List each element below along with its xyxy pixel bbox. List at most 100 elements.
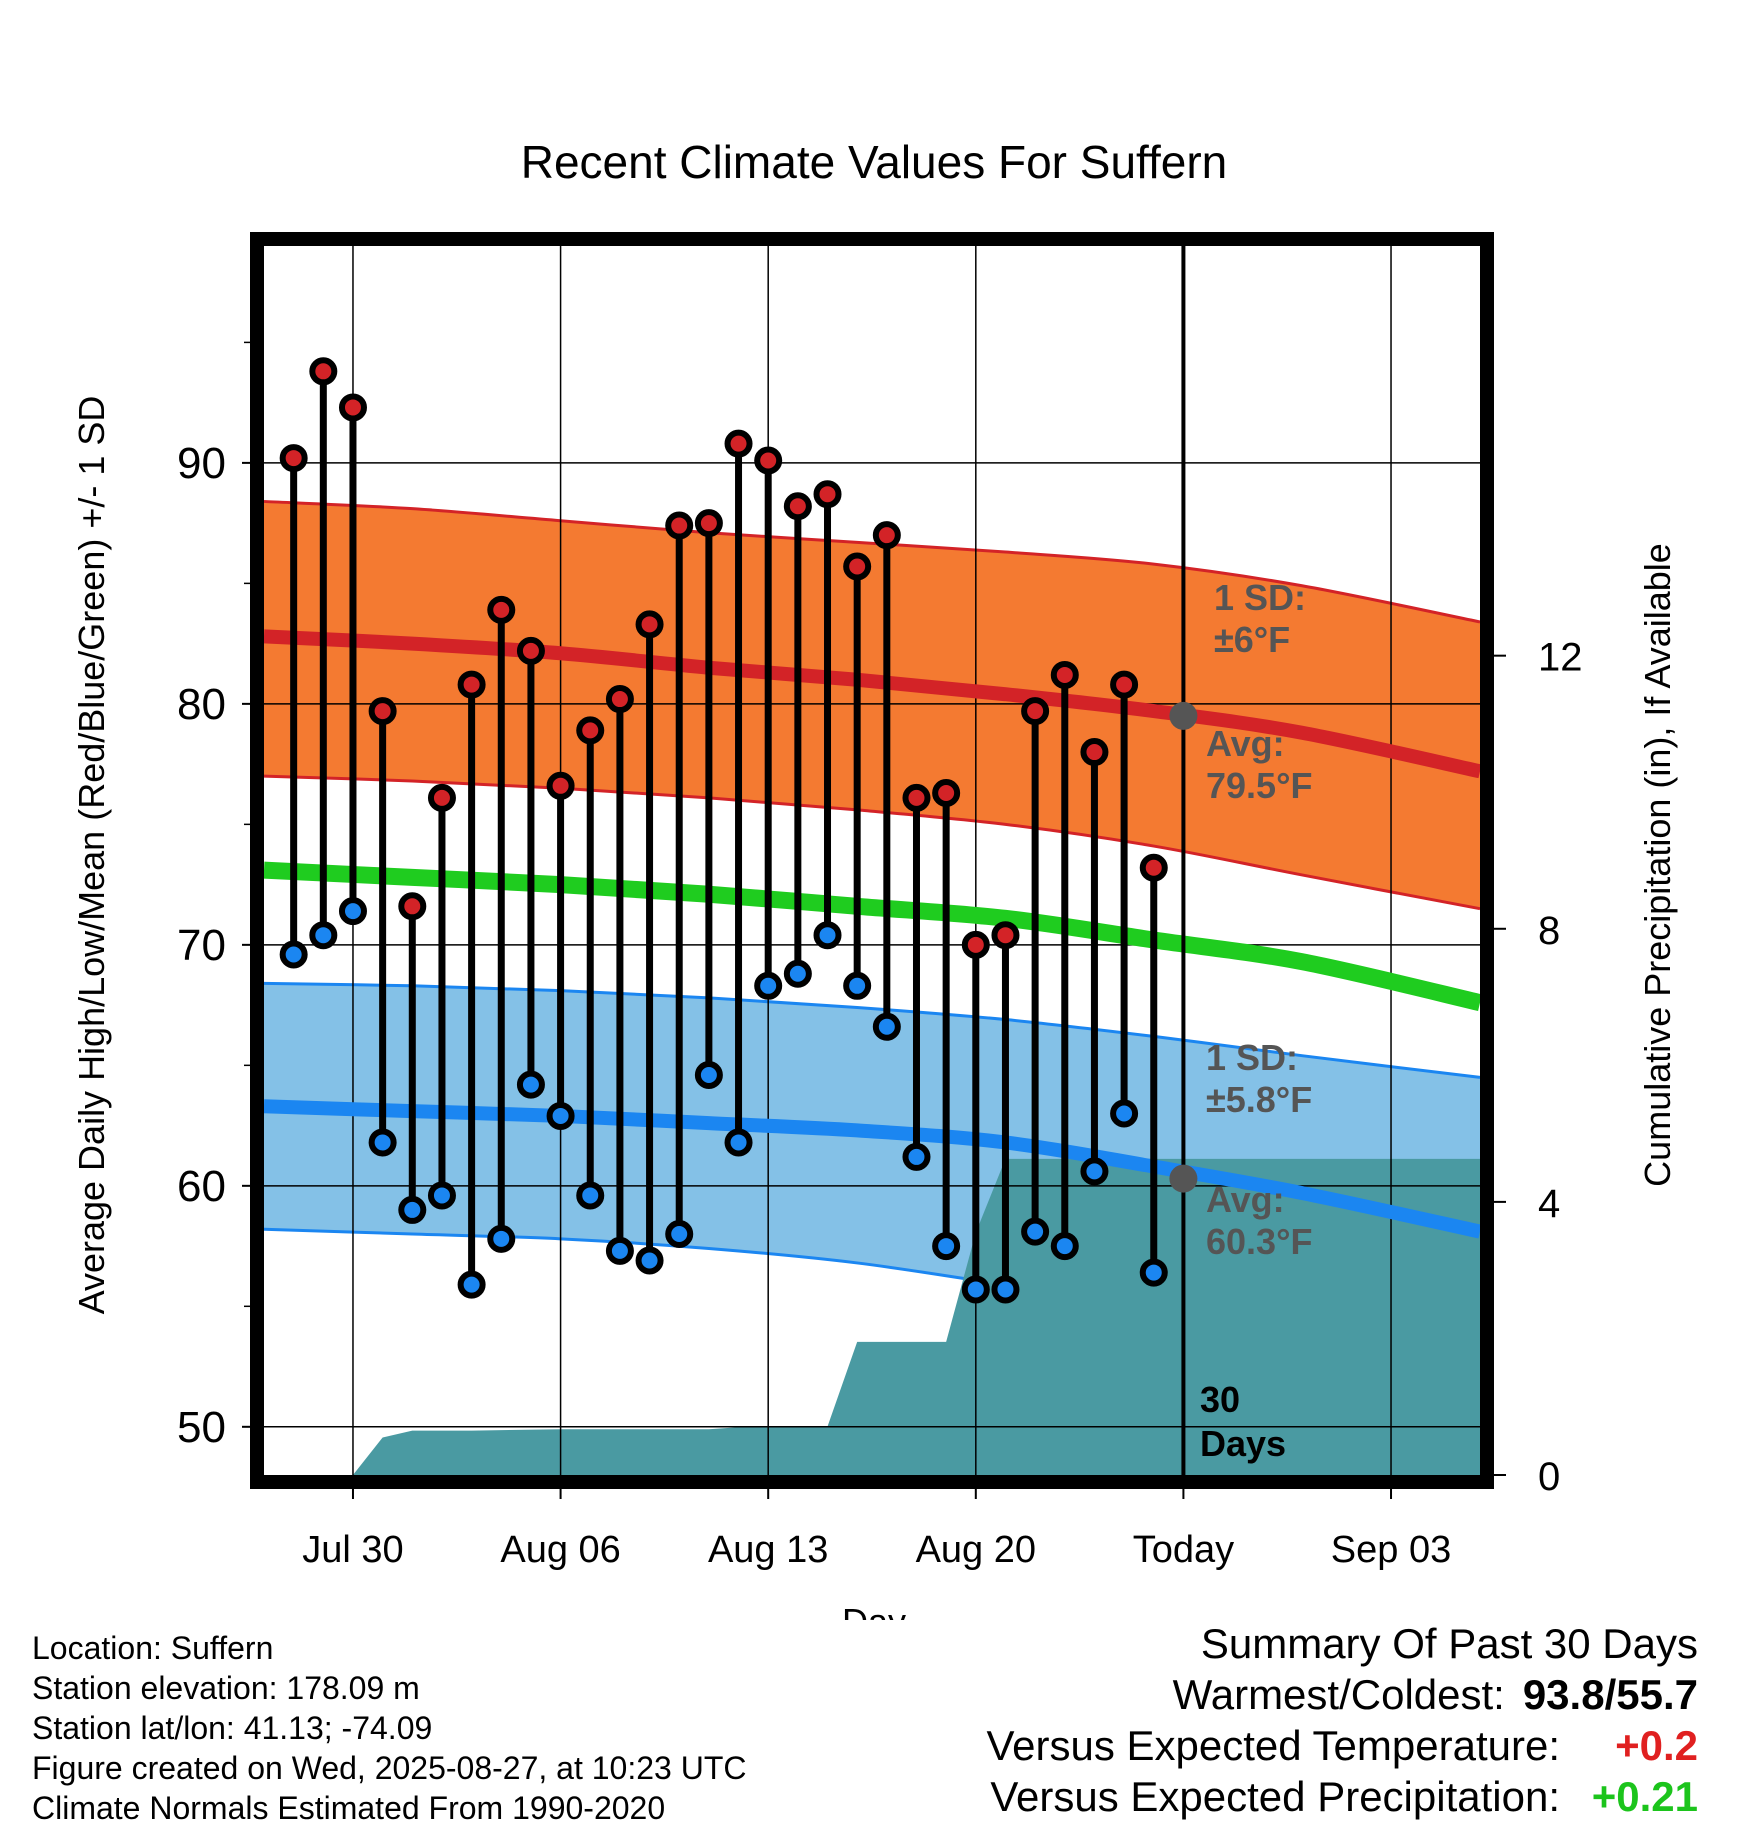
temperature-row: Versus Expected Temperature: +0.2	[986, 1720, 1698, 1771]
low-point	[635, 1246, 664, 1275]
axis-ticks: 50 60 70 80 90 0 4 8 12 Jul 30 Aug 06 Aug 13 Aug 20 T…	[177, 341, 1583, 1571]
created-text: Figure created on Wed, 2025-08-27, at 10…	[32, 1750, 747, 1786]
x-tick-label: Aug 13	[708, 1529, 828, 1571]
low-point	[605, 1236, 634, 1265]
high-point	[902, 783, 931, 812]
high-point	[961, 930, 990, 959]
latlon-text: Station lat/lon: 41.13; -74.09	[32, 1710, 433, 1746]
y-tick-label: 70	[177, 921, 226, 970]
high-point	[605, 685, 634, 714]
x-tick-label: Today	[1133, 1529, 1234, 1571]
low-point	[783, 959, 812, 988]
high-point	[1139, 853, 1168, 882]
x-tick-label: Aug 20	[916, 1529, 1036, 1571]
climate-chart: Recent Climate Values For Suffern 50 60 70…	[71, 136, 1678, 1620]
summary-panel: Summary Of Past 30 Days Warmest/Coldest:…	[986, 1618, 1698, 1822]
low-point	[457, 1270, 486, 1299]
daily-dots	[279, 357, 1198, 1304]
low-point	[902, 1142, 931, 1171]
low-avg-line	[263, 1099, 1482, 1239]
today-high-point	[1169, 701, 1198, 730]
y2-tick-label: 12	[1538, 636, 1583, 680]
low-point	[368, 1128, 397, 1157]
y-tick-label: 80	[177, 680, 226, 729]
high-point	[872, 521, 901, 550]
warmest-coldest-value: 93.8/55.7	[1522, 1671, 1698, 1718]
precip-area	[352, 1158, 1481, 1475]
low-point	[576, 1181, 605, 1210]
high-point	[516, 636, 545, 665]
low-point	[1050, 1232, 1079, 1261]
y-axis-label: Average Daily High/Low/Mean (Red/Blue/Gr…	[71, 396, 112, 1315]
y2-tick-label: 4	[1538, 1182, 1560, 1226]
temperature-value: +0.2	[1615, 1722, 1698, 1769]
plot-frame	[250, 232, 1494, 1489]
low-point	[813, 921, 842, 950]
high-point	[398, 892, 427, 921]
low-avg-value: 60.3°F	[1206, 1221, 1312, 1262]
high-point	[546, 771, 575, 800]
mean-line	[263, 861, 1482, 1011]
high-point	[279, 444, 308, 473]
summary-title: Summary Of Past 30 Days	[1200, 1620, 1698, 1667]
high-point	[1110, 670, 1139, 699]
high-sd-label: 1 SD:	[1214, 577, 1306, 618]
high-point	[843, 552, 872, 581]
high-point	[635, 610, 664, 639]
y-tick-label: 90	[177, 439, 226, 488]
high-point	[991, 921, 1020, 950]
high-point	[1080, 738, 1109, 767]
high-avg-label: Avg:	[1206, 723, 1285, 764]
high-point	[724, 429, 753, 458]
low-point	[1139, 1258, 1168, 1287]
high-point	[783, 492, 812, 521]
high-point	[1050, 660, 1079, 689]
low-point	[754, 971, 783, 1000]
high-point	[813, 480, 842, 509]
low-point	[1110, 1099, 1139, 1128]
window-number: 30	[1200, 1379, 1240, 1420]
annotations: 1 SD: ±6°F Avg: 79.5°F 1 SD: ±5.8°F Avg:…	[1200, 577, 1312, 1464]
high-point	[665, 511, 694, 540]
high-point	[576, 716, 605, 745]
x-tick-label: Aug 06	[500, 1529, 620, 1571]
high-point	[338, 393, 367, 422]
low-point	[872, 1012, 901, 1041]
high-point	[1021, 697, 1050, 726]
high-point	[487, 595, 516, 624]
y2-tick-label: 0	[1538, 1455, 1560, 1499]
low-point	[309, 921, 338, 950]
warmest-coldest-label: Warmest/Coldest:	[1172, 1671, 1505, 1718]
y2-axis-label: Cumulative Precipitation (in), If Availa…	[1637, 543, 1678, 1187]
low-point	[338, 897, 367, 926]
today-low-point	[1169, 1164, 1198, 1193]
precipitation-label: Versus Expected Precipitation:	[990, 1773, 1560, 1820]
low-point	[724, 1128, 753, 1157]
x-tick-label: Sep 03	[1331, 1529, 1451, 1571]
temperature-label: Versus Expected Temperature:	[986, 1722, 1560, 1769]
y-tick-label: 50	[177, 1403, 226, 1452]
low-point	[1021, 1217, 1050, 1246]
low-point	[487, 1224, 516, 1253]
low-point	[843, 971, 872, 1000]
precipitation-value: +0.21	[1591, 1773, 1698, 1820]
warmest-coldest-row: Warmest/Coldest: 93.8/55.7	[986, 1669, 1698, 1720]
precipitation-area	[352, 1158, 1481, 1475]
low-sd-label: 1 SD:	[1206, 1037, 1298, 1078]
high-sd-value: ±6°F	[1214, 619, 1290, 660]
elevation-text: Station elevation: 178.09 m	[32, 1670, 420, 1706]
high-point	[694, 509, 723, 538]
window-unit: Days	[1200, 1423, 1286, 1464]
precipitation-row: Versus Expected Precipitation: +0.21	[986, 1771, 1698, 1822]
low-upper-edge	[263, 981, 1481, 1079]
high-point	[754, 446, 783, 475]
low-point	[427, 1181, 456, 1210]
daily-stems	[290, 371, 1158, 1290]
high-point	[368, 697, 397, 726]
low-point	[546, 1101, 575, 1130]
high-avg-value: 79.5°F	[1206, 765, 1312, 806]
chart-title: Recent Climate Values For Suffern	[521, 136, 1228, 188]
x-axis-label: Day	[842, 1601, 906, 1620]
y-tick-label: 60	[177, 1162, 226, 1211]
high-upper-edge	[263, 499, 1481, 624]
